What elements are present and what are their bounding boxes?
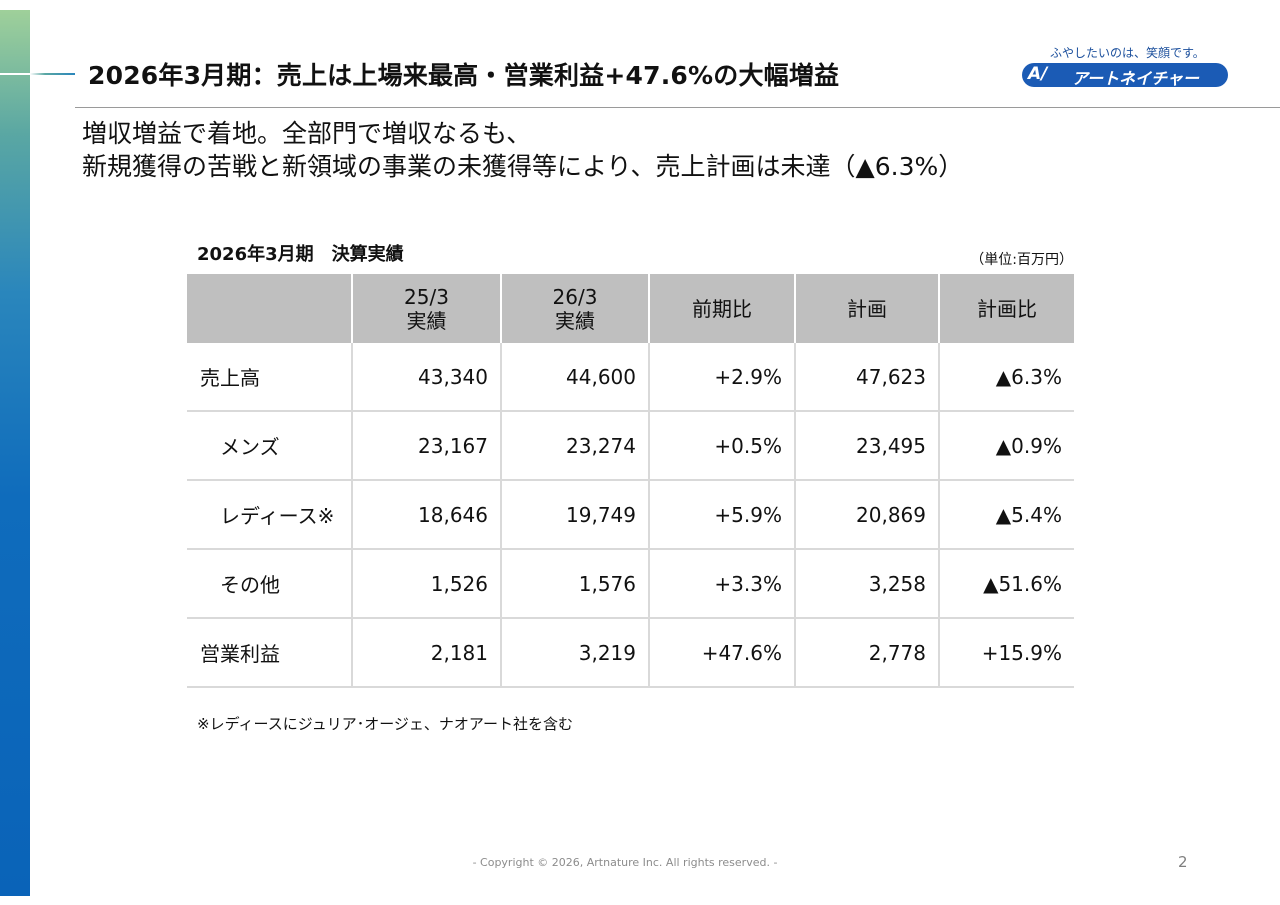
cell-yoy: +3.3% [648,548,795,618]
logo-badge: A/ アートネイチャー [1022,63,1228,88]
table-footnote: ※レディースにジュリア･オージェ、ナオアート社を含む [197,715,574,733]
cell-yoy: +0.5% [648,410,795,480]
cell-plan: 20,869 [794,479,939,549]
cell-yoy: +47.6% [648,617,795,688]
slide-title: 2026年3月期：売上は上場来最高・営業利益+47.6%の大幅増益 [88,61,840,90]
table-row: メンズ 23,167 23,274 +0.5% 23,495 ▲0.9% [187,410,1074,480]
slide-summary: 増収増益で着地。全部門で増収なるも、 新規獲得の苦戦と新領域の事業の未獲得等によ… [82,117,963,183]
cell-yoy: +5.9% [648,479,795,549]
row-label: 営業利益 [187,617,352,688]
results-table: 25/3 実績 26/3 実績 前期比 計画 計画比 売上高 43,340 44… [187,274,1074,688]
cell-vs-plan: ▲6.3% [938,343,1074,411]
cell-curr-actual: 19,749 [500,479,649,549]
cell-plan: 47,623 [794,343,939,411]
cell-vs-plan: ▲51.6% [938,548,1074,618]
table-unit: （単位:百万円） [970,252,1073,268]
table-heading: 2026年3月期 決算実績 [197,244,404,265]
cell-prev-actual: 43,340 [351,343,501,411]
logo-name: アートネイチャー [1072,69,1199,88]
row-label: 売上高 [200,366,260,390]
cell-plan: 3,258 [794,548,939,618]
cell-curr-actual: 44,600 [500,343,649,411]
cell-prev-actual: 23,167 [351,410,501,480]
row-label: メンズ [187,410,352,480]
title-accent-line [0,73,75,75]
table-row: 売上高 43,340 44,600 +2.9% 47,623 ▲6.3% [187,343,1074,411]
page-number: 2 [1178,853,1188,871]
cell-prev-actual: 2,181 [351,617,501,688]
side-accent-bar [0,10,30,896]
cell-plan: 2,778 [794,617,939,688]
cell-vs-plan: +15.9% [938,617,1074,688]
summary-line-2: 新規獲得の苦戦と新領域の事業の未獲得等により、売上計画は未達（▲6.3%） [82,152,964,181]
header-cell-blank [187,274,352,343]
cell-plan: 23,495 [794,410,939,480]
cell-prev-actual: 18,646 [351,479,501,549]
logo-tagline: ふやしたいのは、笑顔です。 [1050,46,1205,60]
company-logo: ふやしたいのは、笑顔です。 A/ アートネイチャー [1022,44,1230,92]
cell-curr-actual: 1,576 [500,548,649,618]
copyright-text: - Copyright © 2026, Artnature Inc. All r… [472,856,778,869]
table-row: その他 1,526 1,576 +3.3% 3,258 ▲51.6% [187,548,1074,618]
header-cell-yoy: 前期比 [648,274,795,343]
cell-vs-plan: ▲0.9% [938,410,1074,480]
table-row: レディース※ 18,646 19,749 +5.9% 20,869 ▲5.4% [187,479,1074,549]
header-cell-curr-actual: 26/3 実績 [500,274,649,343]
logo-mark-icon: A/ [1028,64,1048,84]
cell-curr-actual: 23,274 [500,410,649,480]
cell-yoy: +2.9% [648,343,795,411]
row-label: レディース※ [187,479,352,549]
summary-line-1: 増収増益で着地。全部門で増収なるも、 [82,119,532,148]
cell-curr-actual: 3,219 [500,617,649,688]
header-cell-vs-plan: 計画比 [938,274,1074,343]
cell-prev-actual: 1,526 [351,548,501,618]
header-cell-plan: 計画 [794,274,939,343]
header-cell-prev-actual: 25/3 実績 [351,274,501,343]
cell-vs-plan: ▲5.4% [938,479,1074,549]
table-header-row: 25/3 実績 26/3 実績 前期比 計画 計画比 [187,274,1074,343]
row-label: その他 [187,548,352,618]
title-divider [75,107,1280,108]
table-row: 営業利益 2,181 3,219 +47.6% 2,778 +15.9% [187,617,1074,688]
